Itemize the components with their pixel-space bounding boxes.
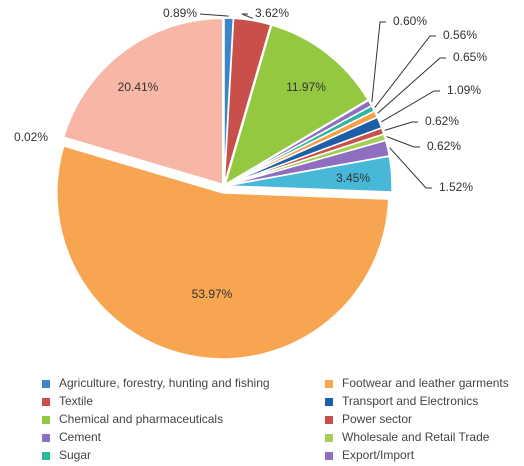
legend-swatch bbox=[325, 380, 333, 388]
pie-slice bbox=[62, 17, 224, 186]
pie-slice bbox=[56, 144, 390, 360]
data-label: 0.62% bbox=[425, 114, 459, 128]
leader-line bbox=[199, 13, 229, 17]
legend-label: Export/Import bbox=[342, 448, 415, 462]
legend-label: Wholesale and Retail Trade bbox=[342, 430, 490, 444]
data-label: 3.62% bbox=[255, 6, 289, 20]
legend-swatch bbox=[42, 380, 50, 388]
legend-label: Agriculture, forestry, hunting and fishi… bbox=[59, 376, 270, 390]
legend-swatch bbox=[42, 452, 50, 460]
leader-line bbox=[389, 147, 432, 189]
legend-label: Footwear and leather garments bbox=[342, 376, 509, 390]
data-label: 0.65% bbox=[453, 50, 487, 64]
data-label: 20.41% bbox=[118, 80, 159, 94]
data-label: 0.62% bbox=[427, 139, 461, 153]
data-label: 1.52% bbox=[439, 180, 473, 194]
legend-swatch bbox=[42, 398, 50, 406]
leader-line bbox=[386, 136, 420, 148]
data-label: 3.45% bbox=[336, 171, 370, 185]
legend-label: Transport and Electronics bbox=[342, 394, 478, 408]
data-label: 0.02% bbox=[14, 130, 48, 144]
legend-swatch bbox=[42, 434, 50, 442]
leader-line bbox=[384, 121, 418, 131]
data-label: 53.97% bbox=[192, 287, 233, 301]
data-label: 0.56% bbox=[443, 28, 477, 42]
data-label: 0.89% bbox=[163, 6, 197, 20]
pie-slice bbox=[61, 137, 223, 187]
legend-swatch bbox=[325, 416, 333, 424]
legend-label: Power sector bbox=[342, 412, 412, 426]
leader-line bbox=[371, 21, 386, 103]
leader-line bbox=[374, 35, 436, 108]
legend-swatch bbox=[42, 416, 50, 424]
legend-label: Cement bbox=[59, 430, 102, 444]
data-label: 0.60% bbox=[393, 14, 427, 28]
pie-slice bbox=[223, 17, 272, 185]
legend-swatch bbox=[325, 398, 333, 406]
legend-swatch bbox=[325, 434, 333, 442]
leader-line bbox=[381, 90, 440, 123]
leader-line bbox=[241, 13, 253, 19]
legend-swatch bbox=[325, 452, 333, 460]
pie-slice bbox=[223, 24, 370, 187]
legend-label: Chemical and pharmaceuticals bbox=[59, 412, 223, 426]
legend-label: Textile bbox=[59, 394, 93, 408]
pie-slice bbox=[225, 155, 393, 193]
leader-line bbox=[377, 57, 446, 114]
legend-label: Sugar bbox=[59, 448, 91, 462]
data-label: 1.09% bbox=[447, 83, 481, 97]
data-label: 11.97% bbox=[286, 80, 326, 94]
